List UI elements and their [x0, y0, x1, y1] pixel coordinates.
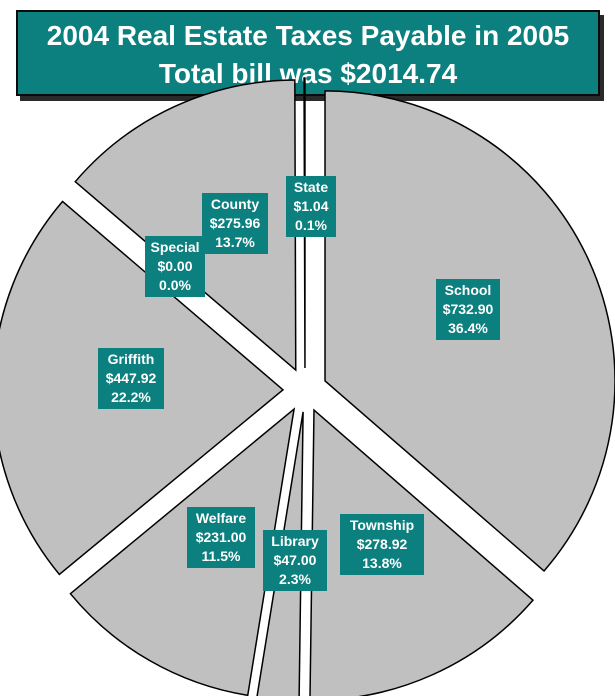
label-special-percent: 0.0%	[159, 277, 191, 293]
label-library-amount: $47.00	[273, 552, 317, 568]
label-library-name: Library	[271, 533, 319, 549]
pie-slice-state	[303, 77, 306, 369]
label-library-percent: 2.3%	[279, 571, 311, 587]
label-welfare-name: Welfare	[195, 510, 247, 526]
label-county: County $275.96 13.7%	[202, 193, 268, 254]
label-township-name: Township	[349, 517, 415, 533]
label-county-name: County	[210, 196, 260, 212]
label-griffith-percent: 22.2%	[111, 389, 151, 405]
label-welfare-amount: $231.00	[195, 529, 247, 545]
chart-subtitle: Total bill was $2014.74	[158, 58, 458, 89]
label-special: Special $0.00 0.0%	[145, 236, 205, 297]
label-griffith-amount: $447.92	[105, 370, 157, 386]
pie-slice-county	[74, 79, 297, 372]
label-township: Township $278.92 13.8%	[340, 514, 424, 575]
chart-title-box: 2004 Real Estate Taxes Payable in 2005 T…	[16, 10, 600, 96]
label-township-percent: 13.8%	[362, 555, 402, 571]
label-welfare-percent: 11.5%	[201, 548, 241, 564]
label-special-amount: $0.00	[157, 258, 193, 274]
label-school-name: School	[444, 282, 492, 298]
label-state-amount: $1.04	[293, 198, 329, 214]
label-county-percent: 13.7%	[215, 234, 255, 250]
chart-title: 2004 Real Estate Taxes Payable in 2005	[46, 20, 570, 51]
label-library: Library $47.00 2.3%	[263, 530, 327, 591]
label-state-name: State	[293, 179, 329, 195]
label-welfare: Welfare $231.00 11.5%	[187, 507, 255, 568]
label-state: State $1.04 0.1%	[286, 176, 336, 237]
label-griffith-name: Griffith	[107, 351, 155, 367]
label-state-percent: 0.1%	[295, 217, 327, 233]
pie-slice-welfare	[69, 407, 296, 696]
label-school-percent: 36.4%	[448, 320, 488, 336]
label-griffith: Griffith $447.92 22.2%	[98, 348, 164, 409]
label-school-amount: $732.90	[442, 301, 494, 317]
label-special-name: Special	[150, 239, 200, 255]
label-school: School $732.90 36.4%	[436, 279, 500, 340]
label-county-amount: $275.96	[209, 215, 261, 231]
label-township-amount: $278.92	[356, 536, 408, 552]
